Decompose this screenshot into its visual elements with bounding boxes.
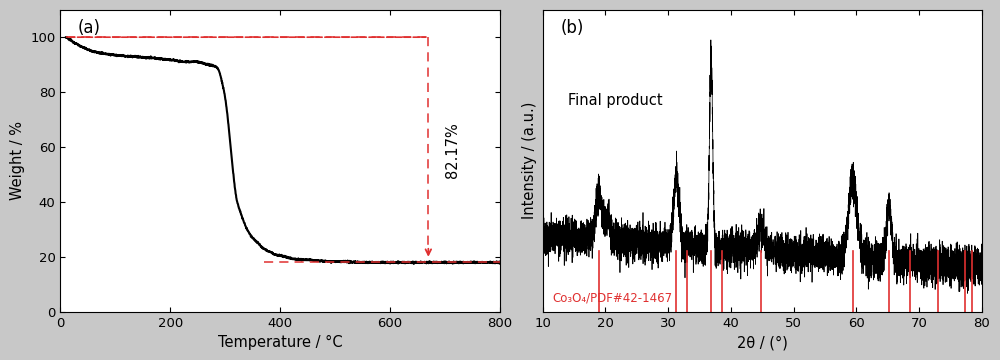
Text: (b): (b) (560, 19, 584, 37)
X-axis label: Temperature / °C: Temperature / °C (218, 335, 342, 350)
Text: (a): (a) (78, 19, 101, 37)
Text: Final product: Final product (568, 93, 662, 108)
Text: 82.17%: 82.17% (445, 122, 460, 178)
Y-axis label: Intensity / (a.u.): Intensity / (a.u.) (522, 102, 537, 220)
X-axis label: 2θ / (°): 2θ / (°) (737, 335, 788, 350)
Y-axis label: Weight / %: Weight / % (10, 121, 25, 200)
Text: Co₃O₄/PDF#42-1467: Co₃O₄/PDF#42-1467 (552, 291, 672, 304)
